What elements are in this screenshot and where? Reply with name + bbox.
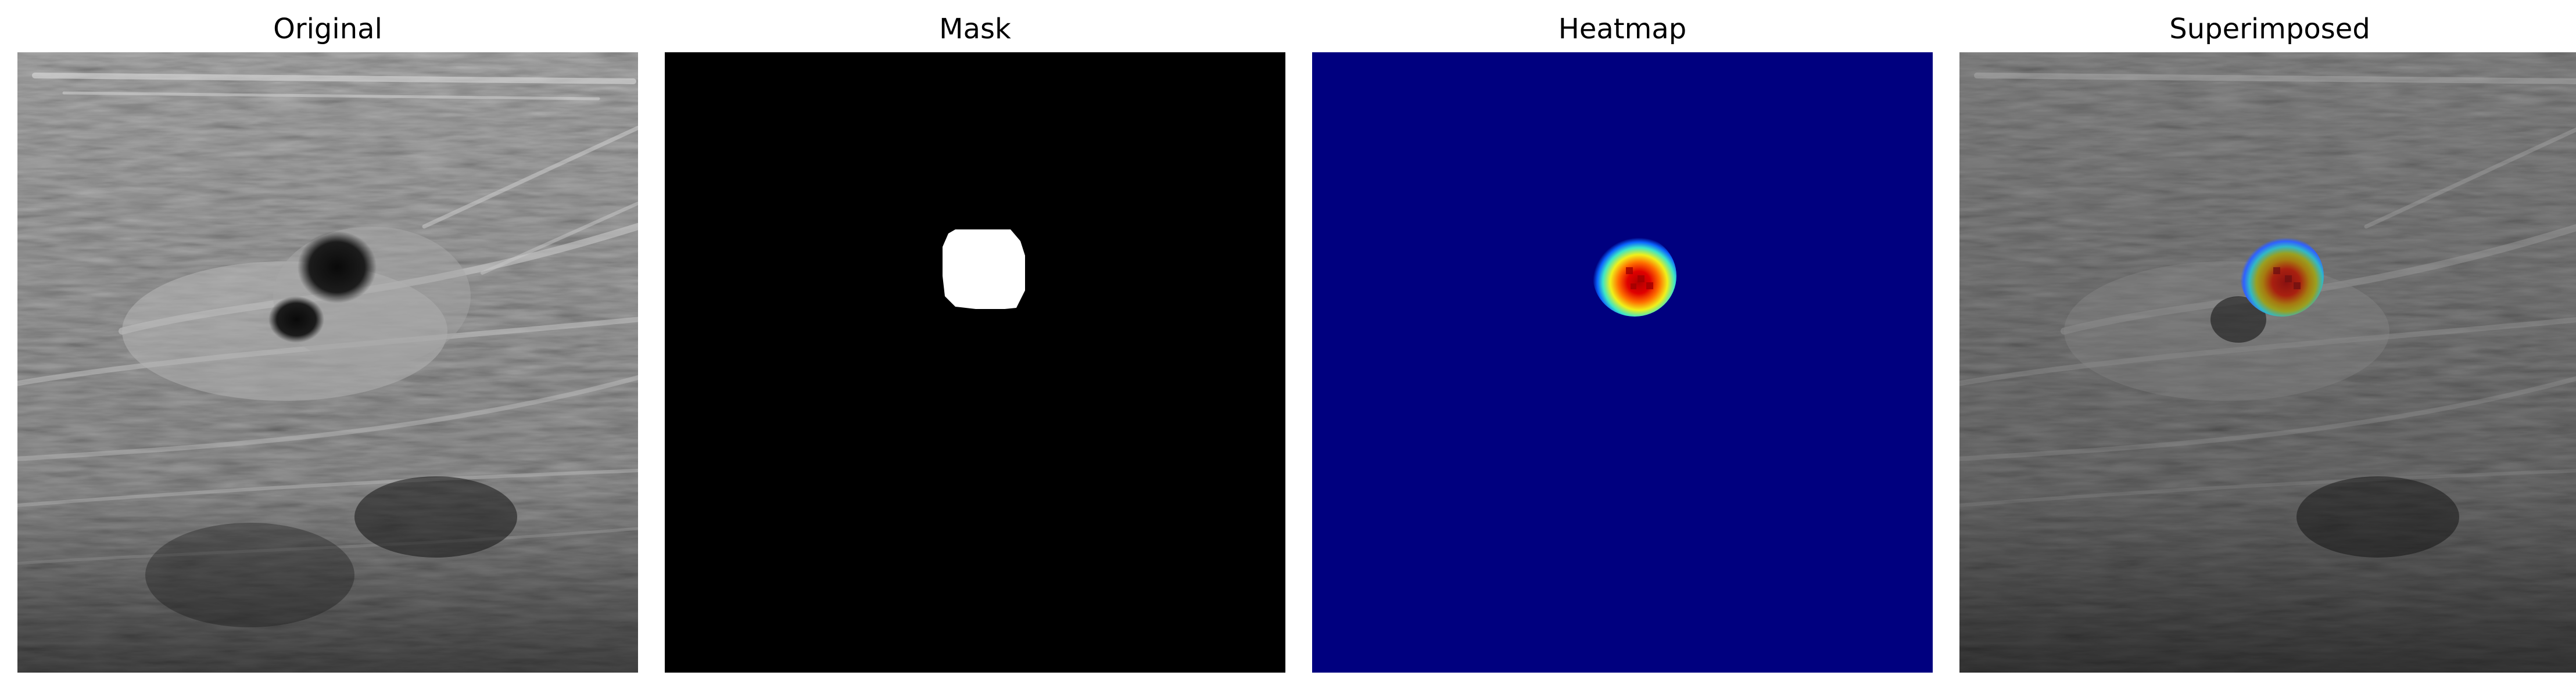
panel-mask: Mask bbox=[665, 0, 1285, 679]
heatmap-hotspot bbox=[1593, 235, 1676, 317]
panel-title-superimposed: Superimposed bbox=[2169, 13, 2370, 45]
panel-title-heatmap: Heatmap bbox=[1558, 13, 1687, 45]
panel-heatmap: Heatmap bbox=[1312, 0, 1933, 679]
panel-original: Original bbox=[17, 0, 638, 679]
superimposed-hotspot bbox=[2240, 235, 2324, 317]
mask-region bbox=[943, 229, 1025, 309]
original-image bbox=[17, 52, 638, 673]
panel-superimposed: Superimposed bbox=[1959, 0, 2576, 679]
mask-image bbox=[665, 52, 1285, 673]
panel-title-mask: Mask bbox=[939, 13, 1011, 45]
heatmap-image bbox=[1312, 52, 1933, 673]
superimposed-image bbox=[1959, 52, 2576, 673]
panel-title-original: Original bbox=[273, 13, 382, 45]
